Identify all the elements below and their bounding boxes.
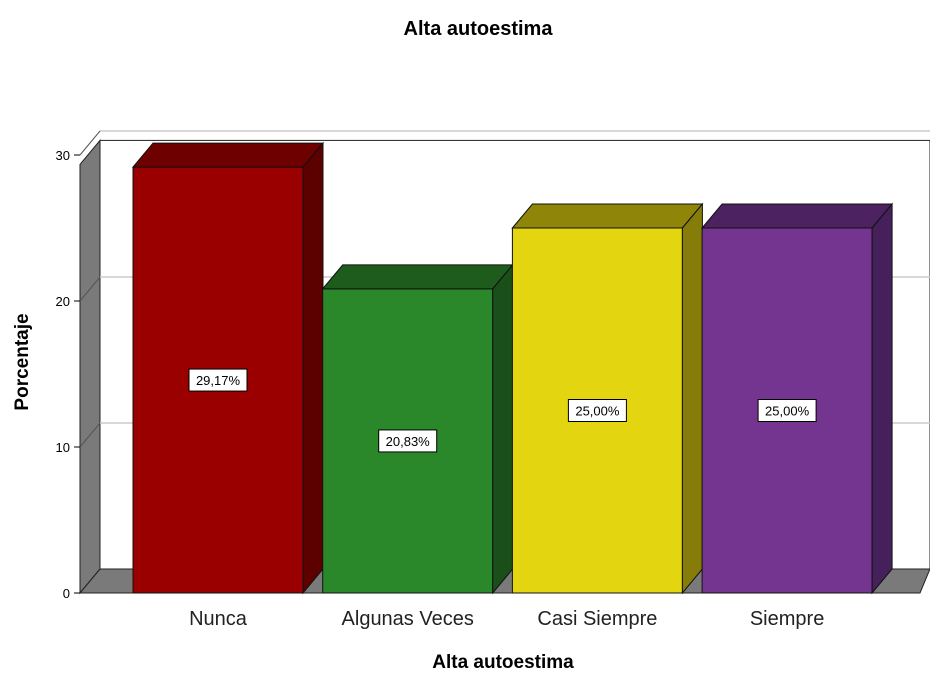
x-tick-label: Algunas Veces bbox=[342, 608, 474, 630]
y-axis-title: Porcentaje bbox=[12, 313, 33, 410]
x-tick-label: Siempre bbox=[750, 608, 824, 630]
bar-0: 29,17% bbox=[131, 141, 325, 595]
side-wall bbox=[79, 139, 101, 595]
x-axis-labels: Nunca Algunas Veces Casi Siempre Siempre bbox=[189, 608, 824, 630]
bar-top bbox=[321, 264, 514, 290]
gridline-side bbox=[79, 276, 101, 302]
bar-top bbox=[701, 203, 894, 229]
bar-2: 25,00% bbox=[511, 202, 704, 595]
data-label: 25,00% bbox=[765, 404, 810, 419]
y-axis-ticks: 0 10 20 30 bbox=[56, 148, 80, 601]
bar-top bbox=[511, 203, 704, 229]
data-label: 25,00% bbox=[575, 404, 620, 419]
y-tick-label: 10 bbox=[56, 440, 70, 455]
data-label: 29,17% bbox=[196, 373, 241, 388]
chart-title: Alta autoestima bbox=[404, 18, 554, 40]
bar-side bbox=[492, 263, 514, 595]
bar-side bbox=[871, 202, 893, 595]
data-label-box bbox=[567, 399, 627, 422]
data-label: 20,83% bbox=[386, 434, 431, 449]
data-label-box bbox=[378, 429, 438, 453]
x-axis-title: Alta autoestima bbox=[432, 652, 574, 673]
gridline-side bbox=[79, 422, 101, 448]
y-tick-label: 0 bbox=[63, 586, 70, 601]
gridline-side bbox=[79, 130, 101, 156]
data-label-box bbox=[188, 368, 248, 392]
bars: 29,17% 20,83% 25,00% 25,00% bbox=[131, 141, 894, 595]
bar-top bbox=[131, 142, 325, 168]
bar-side bbox=[681, 202, 703, 595]
x-tick-label: Nunca bbox=[189, 608, 248, 630]
bar-3: 25,00% bbox=[701, 202, 894, 595]
data-label-box bbox=[757, 399, 817, 422]
y-tick-label: 30 bbox=[56, 148, 70, 163]
y-tick-label: 20 bbox=[56, 294, 70, 309]
x-tick-label: Casi Siempre bbox=[537, 608, 657, 630]
bar-1: 20,83% bbox=[321, 263, 514, 595]
bar-side bbox=[302, 141, 324, 595]
